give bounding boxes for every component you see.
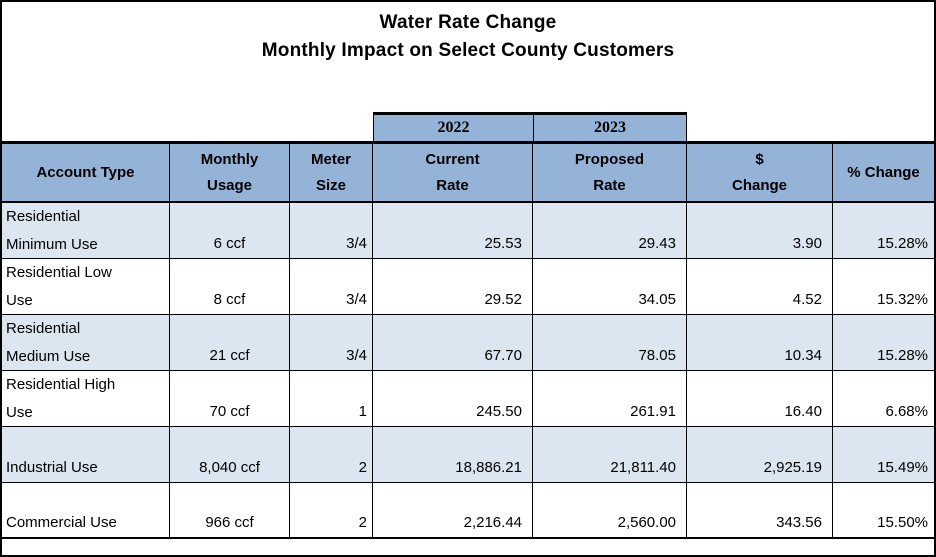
cell-dollar-change: 10.34 — [687, 315, 833, 370]
cell-monthly-usage: 8 ccf — [170, 259, 290, 314]
header-monthly-usage: Monthly Usage — [170, 144, 290, 201]
year-header-row: 2022 2023 — [2, 112, 934, 141]
cell-proposed-rate: 29.43 — [533, 203, 687, 258]
cell-pct-change: 15.28% — [877, 347, 928, 364]
cell-proposed-rate: 34.05 — [533, 259, 687, 314]
table-row: Residential High Use 70 ccf 1 245.50 261… — [2, 371, 934, 427]
header-dollar-change: $ Change — [687, 144, 833, 201]
cell-monthly-usage: 6 ccf — [170, 203, 290, 258]
cell-meter-size: 1 — [290, 371, 373, 426]
table-row: Residential Minimum Use 6 ccf 3/4 25.53 … — [2, 203, 934, 259]
cell-proposed-rate: 21,811.40 — [533, 427, 687, 482]
header-proposed-rate: Proposed Rate — [533, 144, 687, 201]
cell-dollar-change: 16.40 — [687, 371, 833, 426]
cell-dollar-change: 343.56 — [687, 483, 833, 537]
cell-pct-change: 6.68% — [885, 403, 928, 420]
cell-dollar-change: 4.52 — [687, 259, 833, 314]
cell-current-rate: 18,886.21 — [373, 427, 533, 482]
cell-account-type: Industrial Use — [2, 427, 170, 482]
table-row: Residential Low Use 8 ccf 3/4 29.52 34.0… — [2, 259, 934, 315]
cell-dollar-change: 2,925.19 — [687, 427, 833, 482]
header-current-rate: Current Rate — [373, 144, 533, 201]
cell-account-type: Residential Minimum Use — [2, 203, 170, 258]
cell-pct-change: 15.28% — [877, 235, 928, 252]
table-row: Commercial Use 966 ccf 2 2,216.44 2,560.… — [2, 483, 934, 539]
year-2022-cell: 2022 — [373, 112, 533, 141]
cell-account-type: Residential Low Use — [2, 259, 170, 314]
cell-current-rate: 2,216.44 — [373, 483, 533, 537]
cell-pct-change: 15.32% — [877, 291, 928, 308]
cell-monthly-usage: 70 ccf — [170, 371, 290, 426]
cell-proposed-rate: 78.05 — [533, 315, 687, 370]
column-header-row: Account Type Monthly Usage Meter Size Cu… — [2, 141, 934, 203]
cell-monthly-usage: 8,040 ccf — [170, 427, 290, 482]
cell-meter-size: 3/4 — [290, 203, 373, 258]
cell-meter-size: 3/4 — [290, 259, 373, 314]
table-row: Industrial Use 8,040 ccf 2 18,886.21 21,… — [2, 427, 934, 483]
header-meter-size: Meter Size — [290, 144, 373, 201]
cell-monthly-usage: 966 ccf — [170, 483, 290, 537]
cell-meter-size: 3/4 — [290, 315, 373, 370]
title-line-2: Monthly Impact on Select County Customer… — [261, 40, 675, 61]
cell-dollar-change: 3.90 — [687, 203, 833, 258]
cell-monthly-usage: 21 ccf — [170, 315, 290, 370]
title-line-1: Water Rate Change — [379, 12, 557, 33]
cell-account-type: Residential High Use — [2, 371, 170, 426]
cell-current-rate: 245.50 — [373, 371, 533, 426]
header-pct-change: % Change — [847, 163, 920, 181]
cell-current-rate: 67.70 — [373, 315, 533, 370]
cell-proposed-rate: 2,560.00 — [533, 483, 687, 537]
header-account-type: Account Type — [2, 144, 170, 201]
table-row: Residential Medium Use 21 ccf 3/4 67.70 … — [2, 315, 934, 371]
year-row-spacer — [2, 112, 373, 141]
cell-account-type: Residential Medium Use — [2, 315, 170, 370]
cell-current-rate: 25.53 — [373, 203, 533, 258]
table-title: Water Rate Change Monthly Impact on Sele… — [2, 2, 934, 112]
cell-pct-change: 15.49% — [877, 459, 928, 476]
cell-proposed-rate: 261.91 — [533, 371, 687, 426]
cell-account-type: Commercial Use — [2, 483, 170, 537]
year-2023-cell: 2023 — [533, 112, 687, 141]
cell-meter-size: 2 — [290, 483, 373, 537]
cell-current-rate: 29.52 — [373, 259, 533, 314]
cell-pct-change: 15.50% — [877, 514, 928, 531]
cell-meter-size: 2 — [290, 427, 373, 482]
